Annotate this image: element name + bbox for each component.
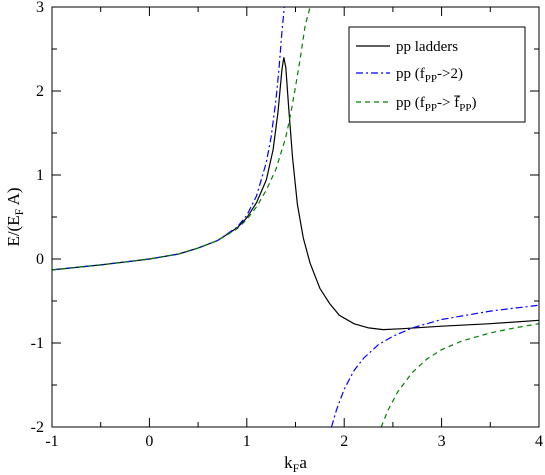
y-axis-title-tail: A) [4, 187, 23, 208]
y-axis-title-sub: F [12, 208, 26, 215]
legend-text-part: ->2) [437, 66, 463, 82]
x-axis-title-tail: a [299, 453, 307, 472]
y-tick-label: 2 [36, 83, 44, 100]
y-tick-label: 0 [36, 251, 44, 268]
x-tick-label: 3 [438, 433, 446, 450]
legend-f-bar: f [454, 95, 459, 111]
legend-label-1: pp ladders [396, 39, 458, 55]
legend-subscript: PP [425, 102, 437, 114]
x-axis-title-main: k [284, 453, 293, 472]
legend-text-part: ) [471, 95, 476, 111]
legend-label-2: pp (fPP->2) [396, 66, 463, 85]
x-axis-title: kFa [284, 453, 307, 475]
y-axis-title-pre: E/(E [4, 215, 23, 246]
x-tick-label: 4 [535, 433, 543, 450]
series-line-2-part-1 [52, 7, 285, 271]
legend-label-3: pp (fPP-> fPP) [396, 95, 476, 114]
x-axis-title-sub: F [293, 461, 300, 475]
series-layer [52, 7, 539, 427]
legend-text-part: pp ladders [396, 39, 458, 55]
y-tick-label: -1 [31, 335, 44, 352]
y-tick-label: -2 [31, 419, 44, 436]
plot-area [52, 7, 539, 427]
legend-text-part: pp (f [396, 95, 425, 111]
series-line-3-part-1 [52, 7, 311, 271]
legend-subscript: PP [459, 102, 471, 114]
y-axis-title: E/(EF A) [4, 187, 26, 246]
legend-subscript: PP [425, 73, 437, 85]
y-tick-label: 1 [36, 167, 44, 184]
y-tick-label: 3 [36, 0, 44, 16]
legend-text-part: pp (f [396, 66, 425, 82]
series-line-3-part-2 [380, 323, 539, 427]
x-tick-label: -1 [45, 433, 58, 450]
plot-frame [51, 6, 540, 428]
x-tick-label: 1 [243, 433, 251, 450]
series-line-2-part-2 [330, 304, 539, 427]
legend-text-part: -> [437, 95, 454, 111]
legend-box [348, 26, 526, 123]
x-tick-label: 2 [340, 433, 348, 450]
x-tick-label: 0 [145, 433, 153, 450]
